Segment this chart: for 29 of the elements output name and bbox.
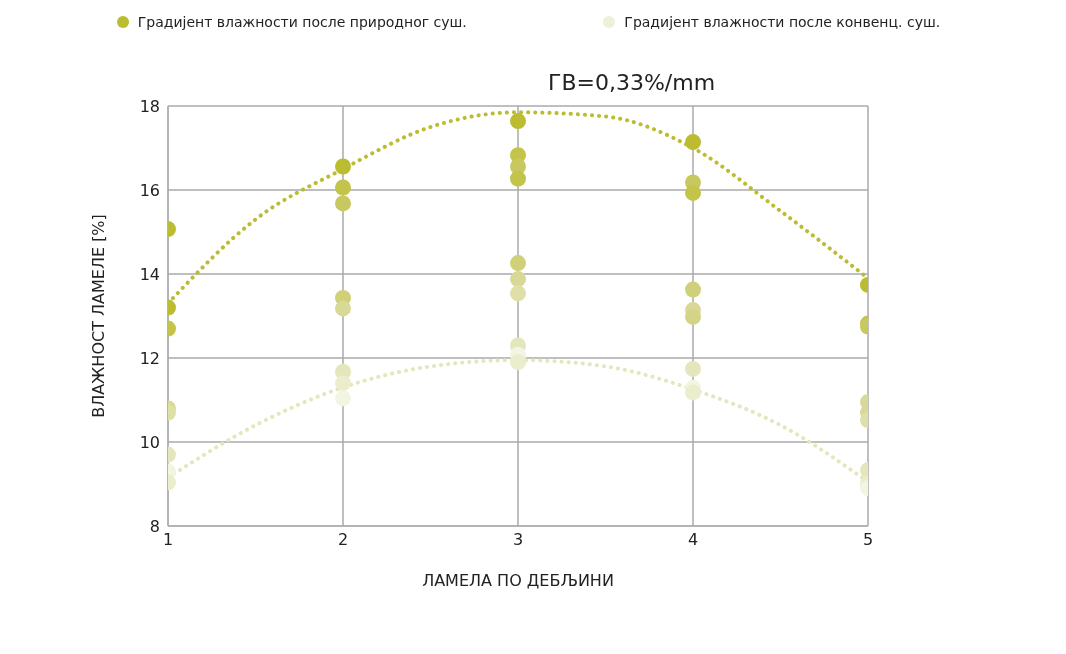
point bbox=[335, 179, 351, 196]
x-tick-label: 4 bbox=[687, 530, 699, 550]
legend-label: Градијент влажности после конвенц. суш. bbox=[624, 14, 941, 30]
point bbox=[335, 158, 351, 175]
x-tick-label: 3 bbox=[512, 530, 524, 550]
point bbox=[685, 184, 701, 201]
point bbox=[685, 134, 701, 151]
y-tick-label: 18 bbox=[139, 96, 160, 116]
y-tick-label: 8 bbox=[149, 516, 160, 536]
y-tick-label: 10 bbox=[139, 432, 160, 452]
point bbox=[510, 113, 526, 130]
x-tick-label: 5 bbox=[862, 530, 874, 550]
y-tick-label: 12 bbox=[139, 348, 160, 368]
point bbox=[510, 285, 526, 302]
y-tick-label: 14 bbox=[139, 264, 160, 284]
x-axis-title: ЛАМЕЛА ПО ДЕБЉИНИ bbox=[422, 571, 614, 590]
x-tick-label: 2 bbox=[337, 530, 349, 550]
point bbox=[510, 271, 526, 288]
legend-label: Градијент влажности после природног суш. bbox=[137, 14, 467, 30]
point bbox=[335, 300, 351, 317]
x-tick-label: 1 bbox=[162, 530, 174, 550]
point bbox=[685, 281, 701, 298]
point bbox=[510, 255, 526, 272]
point bbox=[685, 308, 701, 325]
point bbox=[510, 170, 526, 187]
y-tick-label: 16 bbox=[139, 180, 160, 200]
y-axis-title: ВЛАЖНОСТ ЛАМЕЛЕ [%] bbox=[88, 214, 108, 418]
text: ГВ=0,33%/mm bbox=[548, 70, 716, 95]
point bbox=[335, 195, 351, 212]
